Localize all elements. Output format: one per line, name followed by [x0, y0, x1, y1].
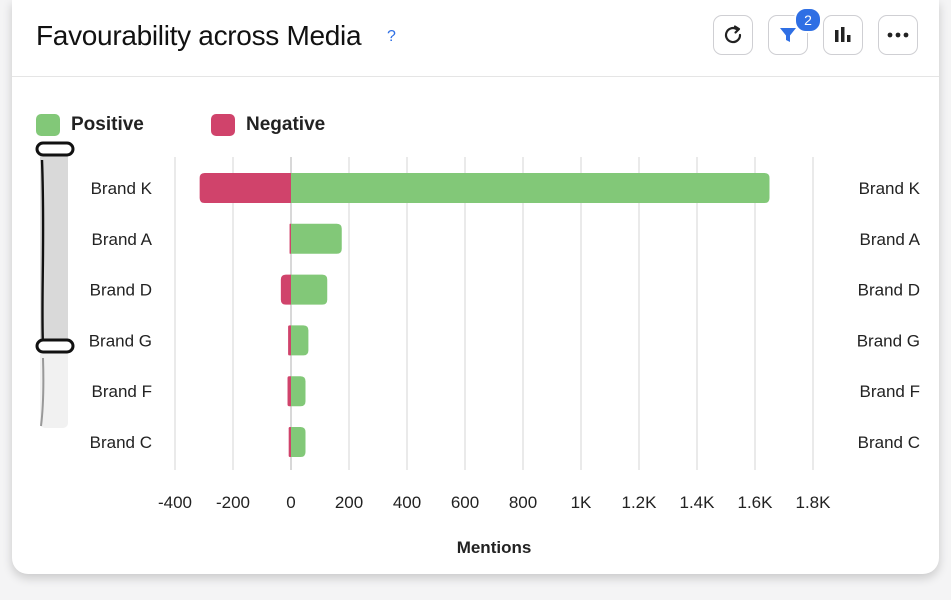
filter-button[interactable]	[768, 15, 808, 55]
bar-chart-icon	[835, 27, 851, 42]
category-label-left: Brand G	[89, 331, 152, 350]
bar-positive[interactable]	[291, 376, 306, 407]
scroll-thumb-line	[40, 159, 45, 347]
category-label-right: Brand A	[860, 230, 921, 249]
bar-positive[interactable]	[291, 325, 309, 356]
category-labels-right: Brand K Brand A Brand D Brand G Brand F Brand…	[857, 179, 921, 452]
category-label-right: Brand C	[858, 433, 920, 452]
chart-type-button[interactable]	[823, 15, 863, 55]
legend-negative-swatch	[211, 114, 235, 136]
category-label-left: Brand F	[92, 382, 152, 401]
x-tick-label: 600	[451, 493, 479, 512]
category-label-right: Brand D	[858, 281, 920, 300]
x-tick-label: 1K	[571, 493, 592, 512]
scroll-thumb[interactable]	[40, 148, 68, 346]
bar-negative[interactable]	[199, 173, 291, 203]
bar-negative[interactable]	[287, 376, 291, 407]
bar-negative[interactable]	[289, 223, 291, 254]
chart-card: Favourability across Media ? 2	[12, 0, 939, 574]
x-tick-label: -400	[158, 493, 192, 512]
scroll-handle-top[interactable]	[35, 141, 75, 157]
x-tick-label: 1.2K	[622, 493, 658, 512]
filter-icon	[780, 28, 796, 42]
category-label-left: Brand C	[90, 433, 152, 452]
card-header: Favourability across Media ? 2	[12, 0, 939, 77]
x-axis-label: Mentions	[457, 538, 532, 557]
legend-negative-label: Negative	[246, 114, 326, 135]
x-tick-label: 400	[393, 493, 421, 512]
category-label-left: Brand K	[91, 179, 153, 198]
more-icon	[887, 32, 909, 38]
x-tick-label: 1.6K	[738, 493, 774, 512]
x-axis-ticks: -400 -200 0 200 400 600 800 1K 1.2K 1.4K 1.6K 1.8K	[158, 493, 831, 512]
legend-positive[interactable]: Positive	[36, 114, 144, 136]
card-title: Favourability across Media	[36, 20, 362, 51]
legend-positive-label: Positive	[71, 114, 144, 135]
x-tick-label: 800	[509, 493, 537, 512]
category-label-right: Brand F	[860, 382, 920, 401]
bar-negative[interactable]	[288, 427, 291, 457]
legend-positive-swatch	[36, 114, 60, 136]
bar-negative[interactable]	[288, 325, 291, 356]
category-label-right: Brand K	[859, 179, 921, 198]
x-tick-label: 1.8K	[796, 493, 832, 512]
legend-negative[interactable]: Negative	[211, 114, 325, 136]
x-tick-label: -200	[216, 493, 250, 512]
refresh-icon	[724, 25, 742, 44]
chart-grid	[174, 157, 814, 470]
refresh-button[interactable]	[713, 15, 753, 55]
x-tick-label: 0	[286, 493, 295, 512]
x-tick-label: 1.4K	[680, 493, 716, 512]
scroll-handle-bottom[interactable]	[35, 338, 75, 354]
bar-positive[interactable]	[291, 223, 342, 254]
bar-positive[interactable]	[291, 173, 770, 203]
filter-count-badge: 2	[794, 7, 822, 33]
chart-bars	[199, 173, 770, 457]
category-label-left: Brand D	[90, 281, 152, 300]
bar-positive[interactable]	[291, 274, 328, 305]
category-label-left: Brand A	[92, 230, 153, 249]
bar-negative[interactable]	[280, 274, 291, 305]
scroll-track-line	[40, 357, 45, 427]
category-label-right: Brand G	[857, 331, 920, 350]
bar-positive[interactable]	[291, 427, 306, 457]
x-tick-label: 200	[335, 493, 363, 512]
help-icon[interactable]: ?	[387, 28, 396, 45]
more-options-button[interactable]	[878, 15, 918, 55]
category-labels-left: Brand K Brand A Brand D Brand G Brand F Brand…	[89, 179, 153, 452]
